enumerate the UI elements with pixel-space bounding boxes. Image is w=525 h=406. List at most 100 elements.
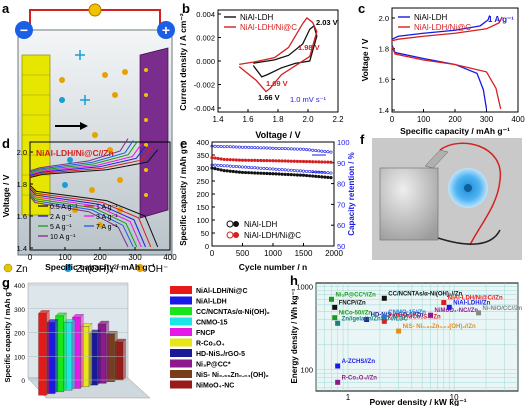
retention-marker — [268, 146, 272, 150]
retention-marker — [244, 165, 248, 169]
capacity-marker — [295, 173, 299, 177]
axis-b: 1.4 1.6 1.8 2.0 2.2 0.004 0.002 0.000 -0.002 -0.0… — [194, 10, 344, 124]
capacity-marker — [222, 169, 226, 173]
legend-d-label: 0.5 A g⁻¹ — [50, 204, 78, 211]
y-h-tick-label: 100 — [300, 365, 313, 374]
data-point-label-h: Ni₃P@CC*//Zn — [336, 292, 377, 298]
retention-marker — [228, 164, 232, 168]
positive-terminal-icon — [157, 21, 175, 39]
legend-d-label: 10 A g⁻¹ — [50, 234, 76, 241]
capacity-marker — [265, 171, 269, 176]
y2-e-tick-label: 80 — [337, 180, 345, 189]
data-point-h — [332, 315, 338, 321]
legend-g-label: CNMO-15 — [196, 320, 228, 327]
bar-g-side — [80, 313, 84, 389]
retention-marker — [323, 171, 327, 175]
y-d-tick-label: 1.4 — [17, 244, 27, 253]
capacity-marker — [271, 159, 275, 163]
capacity-marker — [274, 159, 278, 163]
y-c-tick-label: 2.0 — [379, 14, 389, 23]
capacity-marker — [320, 160, 324, 164]
y-c-tick-label: 1.6 — [379, 75, 389, 84]
capacity-marker — [311, 160, 315, 164]
legend-zincate: Zn(OH)₄²⁻ — [76, 264, 122, 275]
data-point-h — [396, 328, 402, 334]
data-point-h — [335, 363, 341, 369]
x-e-tick-label: 500 — [236, 249, 250, 258]
x-h-tick-label: 10 — [450, 393, 459, 402]
capacity-marker — [243, 170, 248, 175]
retention-marker — [320, 149, 324, 153]
capacity-marker — [286, 159, 290, 163]
y2-e-tick-label: 50 — [337, 242, 345, 251]
retention-marker — [219, 144, 223, 148]
annotation-b-1: 1.98 V — [298, 43, 320, 52]
x-b-tick-label: 1.4 — [212, 115, 224, 124]
retention-marker — [268, 167, 272, 171]
y2-e-tick-label: 60 — [337, 221, 345, 230]
data-point-label-h: NiAl-LDH/Ni@C//Zn — [448, 296, 503, 302]
x-c-tick-label: 0 — [390, 115, 395, 124]
bar-g-side — [97, 329, 101, 386]
retention-marker — [250, 146, 254, 150]
x-c-tick-label: 100 — [417, 115, 431, 124]
y-e-tick-label: 300 — [196, 164, 209, 173]
retention-marker — [247, 145, 251, 149]
retention-marker — [250, 166, 254, 170]
legend-e: NiAl-LDH NiAl-LDH/Ni@C — [226, 220, 301, 240]
y-b-tick-label: 0.004 — [196, 10, 215, 19]
x-d-tick-label: 100 — [58, 253, 72, 262]
data-point-h — [329, 296, 335, 302]
panel-label-f: f — [360, 132, 365, 147]
capacity-marker — [317, 160, 321, 164]
retention-marker — [301, 169, 305, 173]
series-marks-e — [210, 144, 333, 180]
xlabel-d: Specific capacity / mAh g⁻¹ — [45, 262, 155, 272]
legend-g-swatch — [170, 359, 192, 368]
retention-marker — [305, 148, 309, 152]
capacity-marker — [210, 156, 214, 160]
data-point-h — [381, 295, 387, 301]
retention-marker — [222, 164, 226, 168]
rate-charge-curve-4 — [29, 143, 142, 175]
capacity-marker — [268, 159, 272, 163]
xlabel-b: Voltage / V — [255, 130, 300, 140]
legend-d-label: 2 A g⁻¹ — [50, 214, 72, 221]
plot-frame-h — [315, 282, 519, 392]
retention-marker — [314, 149, 318, 153]
retention-marker — [298, 169, 302, 173]
panel-a: a − + — [2, 1, 175, 275]
retention-marker — [326, 171, 330, 175]
retention-marker — [271, 146, 275, 150]
capacity-marker — [298, 173, 303, 177]
capacity-marker — [283, 172, 287, 176]
data-point-label-h: NiS- Ni₀.₉₆Zn₀.₀₄(OH)₂//Zn — [403, 324, 476, 330]
retention-marker — [295, 169, 299, 173]
x-h-tick-label: 1 — [346, 393, 351, 402]
data-point-h — [332, 304, 338, 310]
rate-charge-curve-6 — [29, 140, 134, 173]
capacity-marker — [256, 158, 260, 163]
capacity-marker — [304, 173, 309, 178]
capacity-marker — [228, 169, 232, 173]
retention-marker — [301, 147, 305, 151]
legend-g-label: Ni₃P@CC* — [196, 362, 231, 369]
gcd-curve-1 — [391, 15, 491, 40]
capacity-marker — [280, 172, 284, 176]
retention-marker — [256, 166, 260, 170]
y-e-tick-label: 0 — [205, 242, 209, 251]
capacity-marker — [308, 160, 312, 164]
y-c-tick-label: 1.4 — [379, 106, 389, 115]
x-e-tick-label: 2000 — [325, 249, 343, 258]
annotation-b-2: 2.03 V — [316, 18, 338, 27]
capacity-marker — [320, 175, 324, 179]
retention-marker — [241, 165, 245, 169]
capacity-marker — [289, 173, 293, 177]
capacity-marker — [213, 156, 217, 160]
y-d-tick-label: 2.0 — [17, 148, 27, 157]
capacity-marker — [259, 158, 263, 163]
legend-c: NiAl-LDH NiAl-LDH/Ni@C — [398, 13, 471, 32]
title-d: NiAl-LDH/Ni@C//Zn — [36, 148, 114, 158]
rate-discharge-curve-1 — [29, 184, 159, 248]
capacity-marker — [274, 172, 278, 176]
